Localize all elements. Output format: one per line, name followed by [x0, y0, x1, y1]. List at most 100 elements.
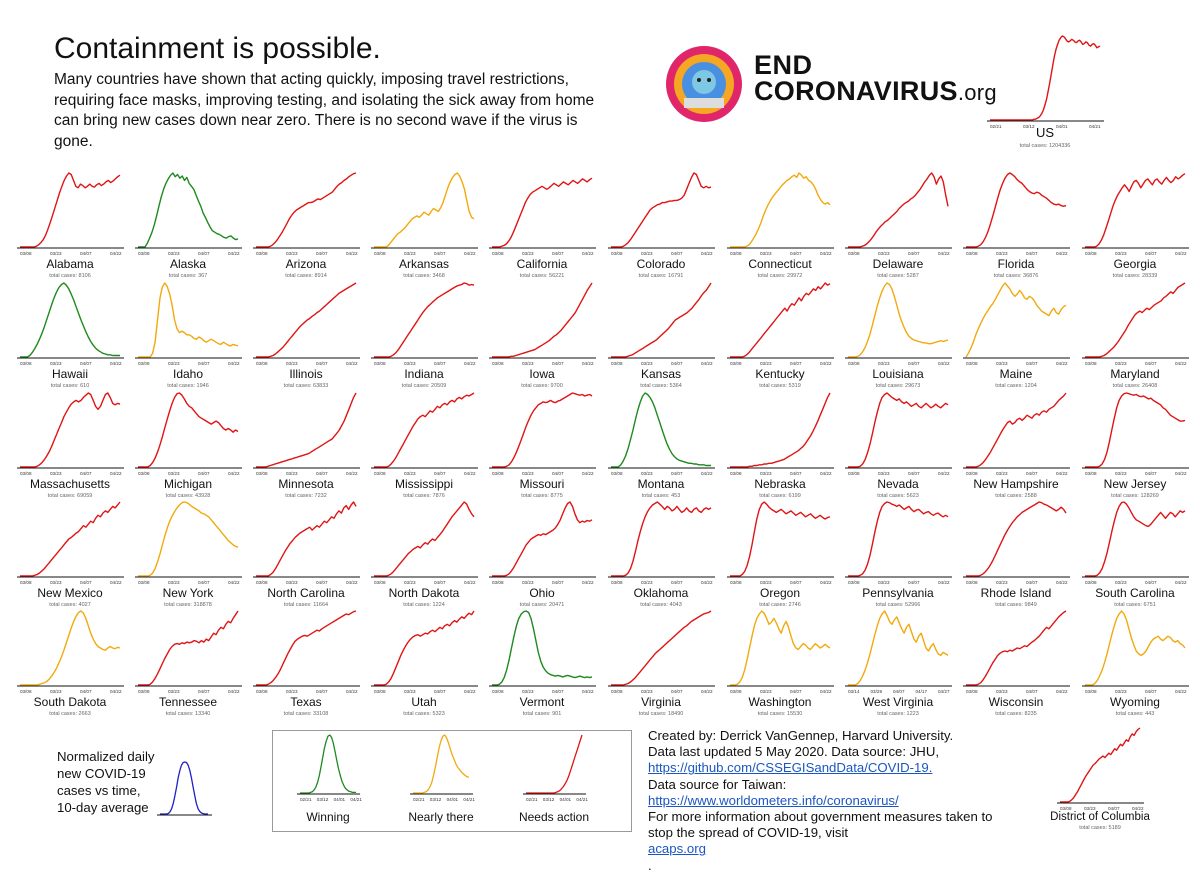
chart-name-texas: Texas [290, 695, 321, 709]
x-tick-label: 04/22 [1175, 471, 1187, 476]
x-tick-label: 04/07 [552, 471, 564, 476]
x-tick-label: 03/23 [1084, 806, 1096, 811]
chart-tennessee: 03/08 03/23 04/07 04/22 Tennessee total cases… [135, 610, 242, 717]
chart-name-west-virginia: West Virginia [863, 695, 934, 709]
total-cases-new-mexico: total cases: 4027 [49, 602, 91, 608]
x-tick-label: 02/21 [526, 797, 538, 802]
total-cases-nevada: total cases: 5623 [877, 493, 919, 499]
page-subtitle: Many countries have shown that acting qu… [54, 71, 595, 150]
x-tick-label: 03/23 [50, 580, 62, 585]
chart-name-nebraska: Nebraska [754, 477, 806, 491]
worldometers-link[interactable]: https://www.worldometers.info/coronaviru… [648, 792, 899, 808]
total-cases-us: total cases: 1204336 [1020, 143, 1071, 149]
chart-name-north-carolina: North Carolina [267, 586, 345, 600]
x-tick-label: 04/22 [228, 689, 240, 694]
x-tick-label: 03/23 [286, 361, 298, 366]
x-tick-label: 03/08 [848, 471, 860, 476]
legend-note: Normalized daily new COVID-19 cases vs t… [57, 749, 155, 815]
chart-vermont: 03/08 03/23 04/07 04/22 Vermont total cases: … [489, 610, 596, 717]
x-tick-label: 04/07 [671, 251, 683, 256]
chart-name-california: California [517, 257, 568, 271]
total-cases-district-of-columbia: total cases: 5189 [1079, 825, 1121, 831]
x-tick-label: 04/07 [1026, 361, 1038, 366]
total-cases-north-dakota: total cases: 1224 [403, 602, 445, 608]
chart-name-maine: Maine [1000, 367, 1033, 381]
x-tick-label: 02/21 [413, 797, 425, 802]
x-tick-label: 03/23 [1115, 471, 1127, 476]
x-tick-label: 03/12 [1023, 124, 1035, 129]
x-tick-label: 03/23 [168, 471, 180, 476]
chart-name-missouri: Missouri [520, 477, 565, 491]
endcoronavirus-logo-icon[interactable] [664, 44, 744, 124]
x-tick-label: 04/07 [671, 471, 683, 476]
total-cases-kansas: total cases: 5364 [640, 383, 682, 389]
total-cases-vermont: total cases: 901 [523, 711, 562, 717]
total-cases-louisiana: total cases: 29673 [876, 383, 921, 389]
x-tick-label: 03/08 [966, 361, 978, 366]
series-line-nevada [848, 392, 949, 468]
series-line-hawaii [20, 282, 120, 358]
x-tick-label: 04/07 [790, 580, 802, 585]
x-tick-label: 04/07 [1026, 580, 1038, 585]
total-cases-south-dakota: total cases: 2663 [49, 711, 91, 717]
x-tick-label: 04/07 [316, 361, 328, 366]
total-cases-california: total cases: 56221 [520, 273, 565, 279]
series-line-new-york [138, 501, 239, 577]
logo-wordmark[interactable]: END CORONAVIRUS.org [754, 52, 997, 106]
x-tick-label: 03/08 [611, 361, 623, 366]
chart-new-mexico: 03/08 03/23 04/07 04/22 New Mexico total case… [17, 501, 124, 608]
x-tick-label: 03/08 [730, 251, 742, 256]
x-tick-label: 04/07 [552, 251, 564, 256]
x-tick-label: 04/07 [552, 580, 564, 585]
chart-alabama: 03/08 03/23 04/07 04/22 Alabama total cases: … [17, 172, 124, 279]
x-tick-label: 04/22 [346, 471, 358, 476]
x-tick-label: 03/08 [256, 361, 268, 366]
chart-maryland: 03/08 03/23 04/07 04/22 Maryland total cases:… [1082, 282, 1189, 389]
x-tick-label: 04/07 [80, 361, 92, 366]
x-tick-label: 04/22 [1056, 689, 1068, 694]
jhu-link[interactable]: https://github.com/CSSEGISandData/COVID-… [648, 760, 933, 776]
chart-kentucky: 03/08 03/23 04/07 04/22 Kentucky total cases:… [727, 282, 834, 389]
chart-oregon: 03/08 03/23 04/07 04/22 Oregon total cases: 2… [727, 501, 834, 608]
x-tick-label: 03/23 [760, 580, 772, 585]
total-cases-new-hampshire: total cases: 2588 [995, 493, 1037, 499]
x-tick-label: 03/08 [848, 361, 860, 366]
chart-name-wisconsin: Wisconsin [989, 695, 1044, 709]
series-line-nebraska [730, 392, 831, 468]
chart-name-louisiana: Louisiana [872, 367, 924, 381]
x-tick-label: 04/22 [938, 580, 950, 585]
x-tick-label: 04/21 [350, 797, 362, 802]
chart-name-kansas: Kansas [641, 367, 681, 381]
series-line-indiana [374, 282, 475, 358]
total-cases-oklahoma: total cases: 4043 [640, 602, 682, 608]
total-cases-hawaii: total cases: 610 [51, 383, 90, 389]
x-tick-label: 03/23 [168, 251, 180, 256]
chart-montana: 03/08 03/23 04/07 04/22 Montana total cases: … [608, 392, 715, 499]
chart-mississippi: 03/08 03/23 04/07 04/22 Mississippi total cas… [371, 392, 478, 499]
total-cases-michigan: total cases: 43928 [166, 493, 211, 499]
credits-visit-text: stop the spread of COVID-19, visit [648, 825, 849, 841]
chart-west-virginia: 03/14 03/29 04/07 04/17 04/27 West Virginia to… [845, 610, 952, 717]
x-tick-label: 04/07 [1145, 251, 1157, 256]
x-tick-label: 03/08 [256, 471, 268, 476]
x-tick-label: 04/22 [464, 471, 476, 476]
acaps-link[interactable]: acaps.org [648, 841, 706, 857]
chart-idaho: 03/08 03/23 04/07 04/22 Idaho total cases: 19… [135, 282, 242, 389]
chart-name-needs-action: Needs action [519, 810, 589, 824]
x-tick-label: 04/07 [80, 580, 92, 585]
x-tick-label: 03/23 [50, 689, 62, 694]
series-line-montana [611, 392, 711, 468]
x-tick-label: 03/08 [256, 580, 268, 585]
x-tick-label: 04/22 [110, 580, 122, 585]
x-tick-label: 04/22 [1175, 251, 1187, 256]
series-line-michigan [138, 392, 239, 468]
chart-louisiana: 03/08 03/23 04/07 04/22 Louisiana total cases… [845, 282, 952, 389]
x-tick-label: 03/08 [492, 471, 504, 476]
series-line-new-mexico [20, 501, 121, 577]
total-cases-colorado: total cases: 16791 [639, 273, 684, 279]
series-line-kentucky [730, 282, 831, 358]
chart-georgia: 03/08 03/23 04/07 04/22 Georgia total cases: … [1082, 173, 1189, 279]
x-tick-label: 04/07 [790, 251, 802, 256]
x-tick-label: 03/23 [404, 689, 416, 694]
x-tick-label: 03/08 [1085, 361, 1097, 366]
